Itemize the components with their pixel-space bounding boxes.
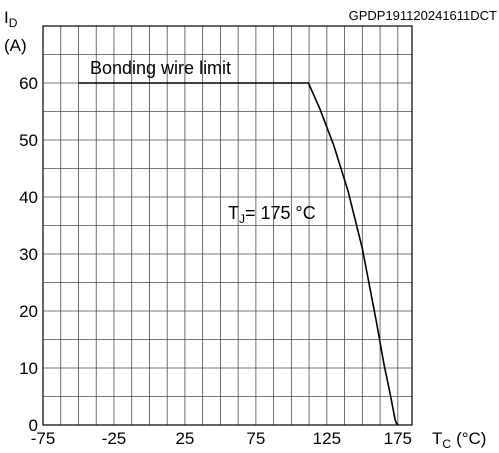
- x-axis-subscript: C: [442, 437, 451, 451]
- y-tick-label-10: 10: [19, 359, 38, 378]
- y-tick-label-30: 30: [19, 245, 38, 264]
- document-code: GPDP191120241611DCT: [349, 8, 497, 23]
- x-tick-labels: -75 -25 25 75 125 175: [31, 429, 412, 448]
- annotation-tj-text: = 175 °C: [245, 203, 316, 223]
- y-tick-label-0: 0: [29, 416, 38, 435]
- annotation-tj-symbol: T: [228, 203, 239, 223]
- x-axis-label: TC (°C): [432, 429, 486, 451]
- grid-lines: [43, 26, 412, 425]
- y-axis-subscript: D: [9, 16, 18, 30]
- x-tick-label-125: 125: [313, 429, 341, 448]
- y-tick-label-20: 20: [19, 302, 38, 321]
- x-axis-unit: (°C): [456, 429, 486, 448]
- annotation-tj-subscript: J: [239, 212, 245, 226]
- x-tick-label--25: -25: [102, 429, 127, 448]
- x-tick-label-75: 75: [246, 429, 265, 448]
- x-tick-label--75: -75: [31, 429, 56, 448]
- y-tick-labels: 0 10 20 30 40 50 60: [19, 74, 38, 435]
- y-tick-label-40: 40: [19, 188, 38, 207]
- x-tick-label-25: 25: [175, 429, 194, 448]
- series-line-id-vs-tc: [78, 82, 399, 426]
- x-axis-symbol: T: [432, 429, 442, 448]
- y-tick-label-60: 60: [19, 74, 38, 93]
- x-tick-label-175: 175: [384, 429, 412, 448]
- y-axis-symbol: I: [4, 8, 9, 27]
- y-axis-label: ID: [4, 8, 18, 30]
- plot-frame: [42, 25, 413, 426]
- annotation-bonding-wire-limit: Bonding wire limit: [90, 58, 231, 78]
- annotation-tj: TJ= 175 °C: [228, 203, 316, 226]
- y-tick-label-50: 50: [19, 131, 38, 150]
- y-axis-unit: (A): [4, 36, 27, 55]
